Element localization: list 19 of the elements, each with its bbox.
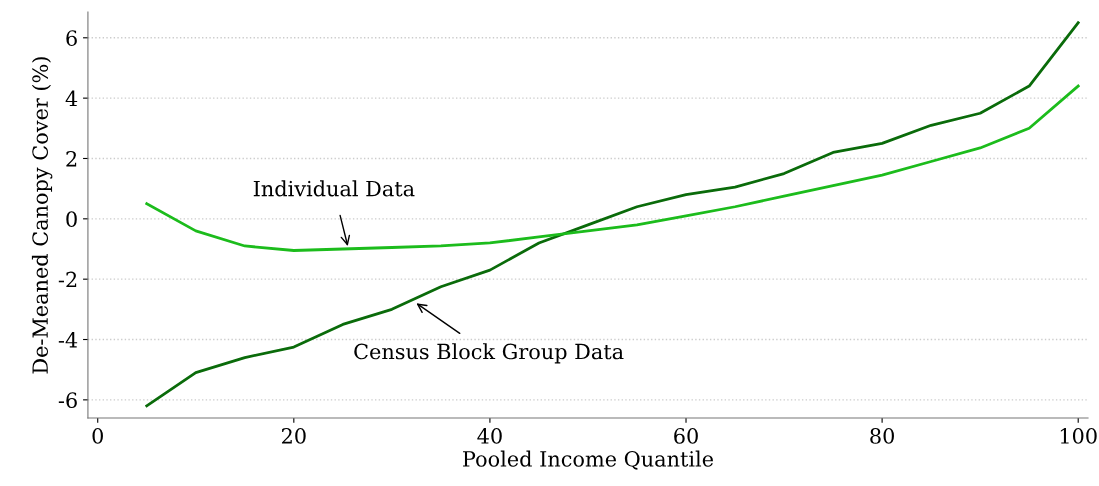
y-axis-title: De-Meaned Canopy Cover (%) xyxy=(31,57,53,374)
x-tick-label: 80 xyxy=(870,428,894,444)
y-tick-label: -2 xyxy=(58,271,77,288)
y-tick-label: 0 xyxy=(66,211,77,228)
y-tick-label: -4 xyxy=(58,331,78,348)
line-series xyxy=(145,21,1080,408)
y-tick-label: 4 xyxy=(65,90,78,107)
x-tick-label: 100 xyxy=(1060,428,1097,444)
line-series xyxy=(145,84,1080,252)
y-tick-label: -6 xyxy=(58,392,77,409)
annotation: Census Block Group Data xyxy=(354,343,624,364)
x-tick-label: 60 xyxy=(674,428,698,444)
x-axis-title: Pooled Income Quantile xyxy=(463,450,713,470)
annotation: Individual Data xyxy=(253,180,415,197)
y-tick-label: 2 xyxy=(66,150,77,167)
x-tick-label: 0 xyxy=(92,428,103,444)
x-tick-label: 40 xyxy=(477,428,502,444)
x-tick-label: 20 xyxy=(281,428,306,444)
y-tick-label: 6 xyxy=(66,30,77,47)
